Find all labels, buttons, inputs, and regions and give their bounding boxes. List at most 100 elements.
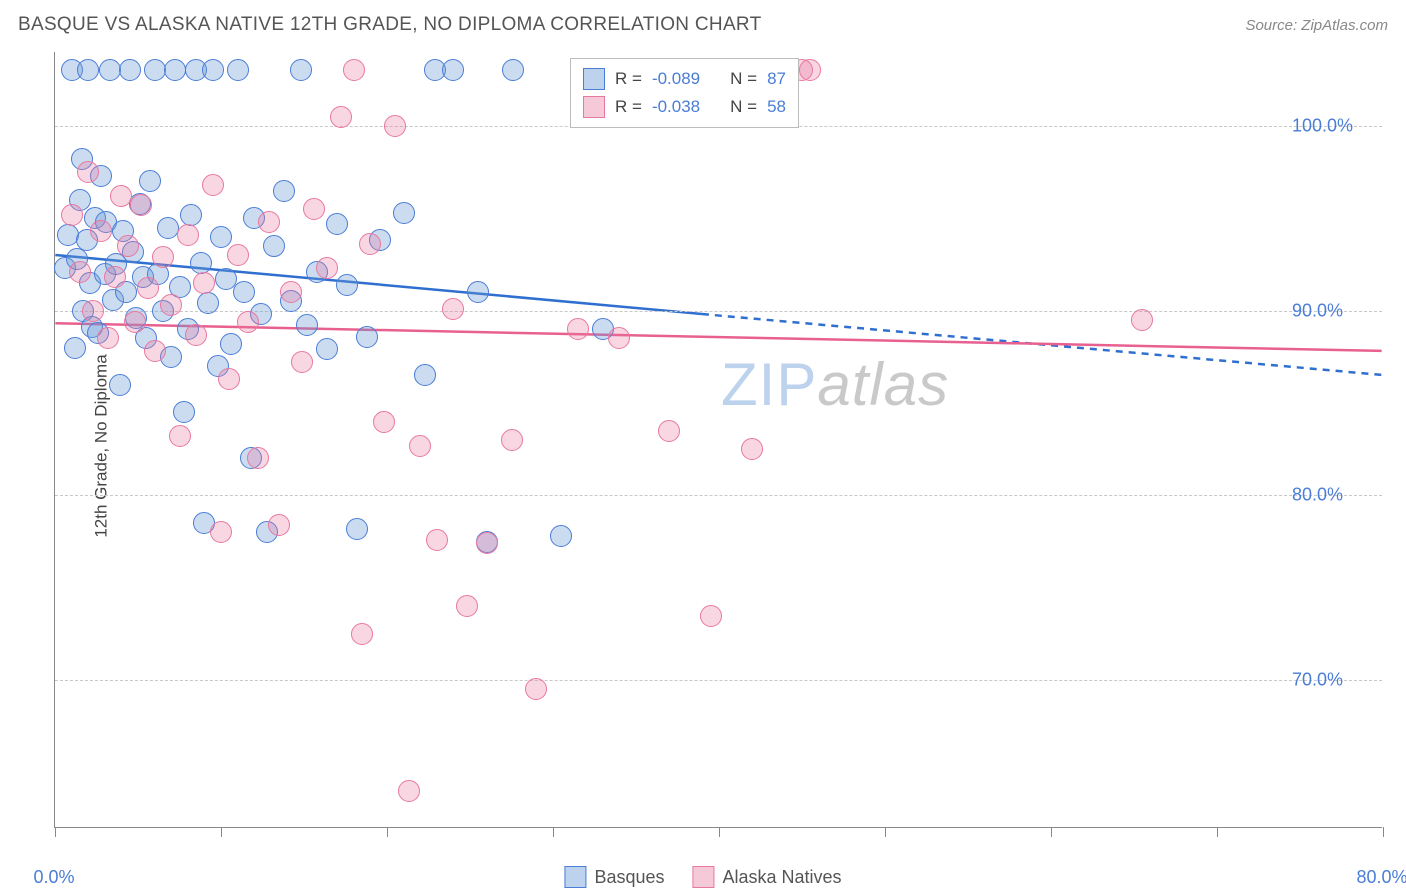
data-point <box>202 174 224 196</box>
data-point <box>130 194 152 216</box>
legend-n-label: N = <box>730 93 757 121</box>
source-label: Source: ZipAtlas.com <box>1245 17 1388 34</box>
legend-r-label: R = <box>615 65 642 93</box>
data-point <box>741 438 763 460</box>
data-point <box>177 224 199 246</box>
data-point <box>109 374 131 396</box>
data-point <box>193 272 215 294</box>
title-bar: BASQUE VS ALASKA NATIVE 12TH GRADE, NO D… <box>18 14 1388 36</box>
legend-label: Basques <box>594 867 664 888</box>
data-point <box>501 429 523 451</box>
legend-r-value: -0.038 <box>652 93 700 121</box>
data-point <box>77 161 99 183</box>
data-point <box>220 333 242 355</box>
legend-label: Alaska Natives <box>723 867 842 888</box>
data-point <box>291 351 313 373</box>
legend-n-label: N = <box>730 65 757 93</box>
y-tick-label: 70.0% <box>1292 670 1380 691</box>
data-point <box>137 277 159 299</box>
legend-n-value: 58 <box>767 93 786 121</box>
gridline <box>55 680 1382 681</box>
data-point <box>330 106 352 128</box>
x-tick-label: 0.0% <box>33 867 74 888</box>
data-point <box>258 211 280 233</box>
data-point <box>202 59 224 81</box>
legend-swatch <box>693 866 715 888</box>
y-tick-label: 80.0% <box>1292 485 1380 506</box>
trend-lines <box>55 52 1382 827</box>
data-point <box>273 180 295 202</box>
data-point <box>237 311 259 333</box>
data-point <box>336 274 358 296</box>
legend-r-label: R = <box>615 93 642 121</box>
legend-row: R = -0.089 N = 87 <box>583 65 786 93</box>
data-point <box>476 532 498 554</box>
data-point <box>61 204 83 226</box>
data-point <box>700 605 722 627</box>
data-point <box>1131 309 1153 331</box>
data-point <box>442 298 464 320</box>
data-point <box>263 235 285 257</box>
y-tick-label: 90.0% <box>1292 300 1380 321</box>
data-point <box>117 235 139 257</box>
legend-swatch <box>583 96 605 118</box>
data-point <box>139 170 161 192</box>
legend-swatch <box>564 866 586 888</box>
x-tick <box>55 827 56 837</box>
data-point <box>384 115 406 137</box>
data-point <box>173 401 195 423</box>
x-tick <box>885 827 886 837</box>
data-point <box>190 252 212 274</box>
data-point <box>343 59 365 81</box>
data-point <box>442 59 464 81</box>
data-point <box>409 435 431 457</box>
data-point <box>658 420 680 442</box>
data-point <box>247 447 269 469</box>
data-point <box>608 327 630 349</box>
data-point <box>268 514 290 536</box>
data-point <box>82 300 104 322</box>
data-point <box>90 220 112 242</box>
legend-series: Basques Alaska Natives <box>564 866 841 888</box>
data-point <box>525 678 547 700</box>
data-point <box>799 59 821 81</box>
data-point <box>316 257 338 279</box>
data-point <box>99 59 121 81</box>
data-point <box>169 425 191 447</box>
data-point <box>110 185 132 207</box>
data-point <box>69 261 91 283</box>
data-point <box>233 281 255 303</box>
data-point <box>218 368 240 390</box>
data-point <box>185 324 207 346</box>
data-point <box>398 780 420 802</box>
data-point <box>303 198 325 220</box>
data-point <box>227 59 249 81</box>
legend-n-value: 87 <box>767 65 786 93</box>
x-tick <box>387 827 388 837</box>
data-point <box>467 281 489 303</box>
legend-r-value: -0.089 <box>652 65 700 93</box>
data-point <box>346 518 368 540</box>
x-tick <box>221 827 222 837</box>
watermark: ZIPatlas <box>721 350 949 419</box>
data-point <box>414 364 436 386</box>
data-point <box>144 340 166 362</box>
data-point <box>97 327 119 349</box>
data-point <box>456 595 478 617</box>
legend-correlation: R = -0.089 N = 87 R = -0.038 N = 58 <box>570 58 799 128</box>
data-point <box>290 59 312 81</box>
data-point <box>550 525 572 547</box>
legend-row: R = -0.038 N = 58 <box>583 93 786 121</box>
data-point <box>393 202 415 224</box>
legend-item: Alaska Natives <box>693 866 842 888</box>
data-point <box>351 623 373 645</box>
data-point <box>144 59 166 81</box>
data-point <box>164 59 186 81</box>
y-tick-label: 100.0% <box>1292 115 1380 136</box>
data-point <box>296 314 318 336</box>
data-point <box>356 326 378 348</box>
gridline <box>55 495 1382 496</box>
data-point <box>316 338 338 360</box>
legend-swatch <box>583 68 605 90</box>
data-point <box>157 217 179 239</box>
